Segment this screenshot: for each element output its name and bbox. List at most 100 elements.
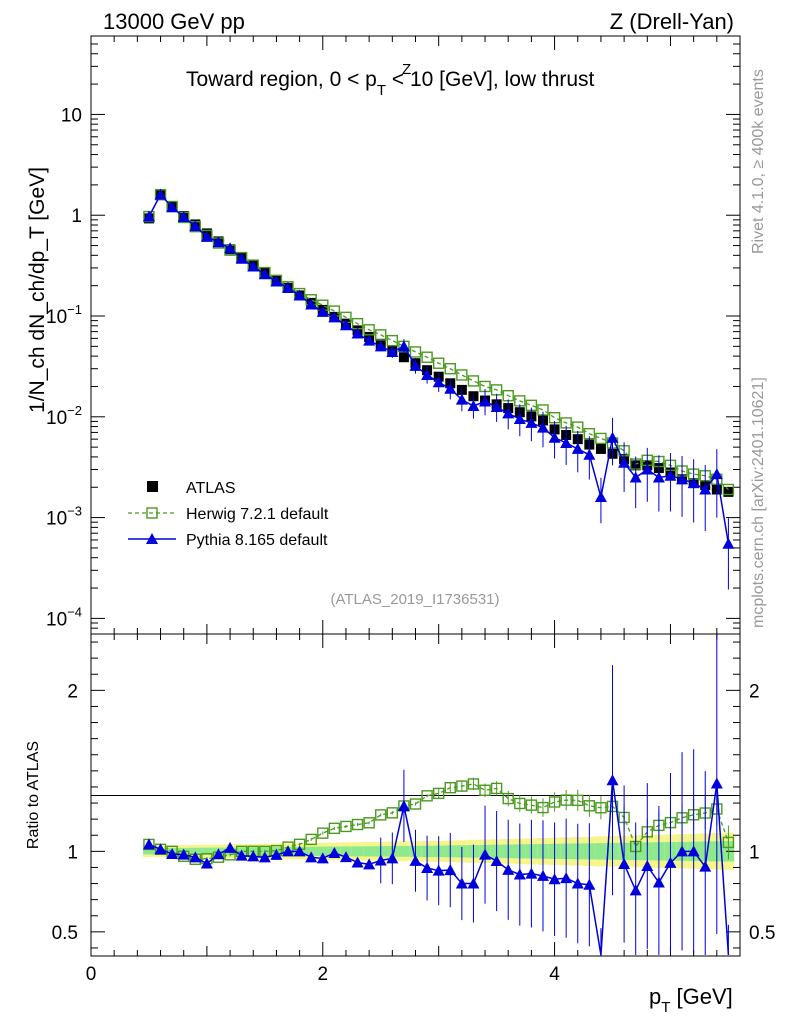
y-tick-exponent: −1 [67, 302, 82, 317]
title-sub: T [377, 82, 386, 99]
herwig-point [375, 329, 387, 341]
pythia-point [363, 334, 376, 346]
pythia-ratio-point [502, 863, 515, 875]
chart-title: Toward region, 0 < pT < 10 [GeV], low th… [186, 68, 595, 99]
herwig-point [456, 369, 468, 381]
mcplots-label: mcplots.cern.ch [arXiv:2401.10621] [750, 377, 767, 628]
band-stat [595, 843, 607, 860]
pythia-point [606, 431, 619, 443]
pythia-point [305, 298, 318, 310]
herwig-ratio-point [595, 802, 607, 814]
legend-marker-atlas [147, 481, 158, 492]
analysis-tag: (ATLAS_2019_I1736531) [330, 591, 499, 608]
ratio-tick-label-left: 2 [67, 681, 78, 702]
herwig-ratio-point [572, 794, 584, 807]
pythia-point [270, 275, 283, 287]
rivet-version-label: Rivet 4.1.0, ≥ 400k events [750, 69, 767, 254]
title-post: < 10 [GeV], low thrust [386, 68, 595, 91]
herwig-ratio-point [467, 778, 480, 790]
header-left: 13000 GeV pp [103, 9, 245, 34]
pythia-ratio-point [328, 846, 341, 858]
pythia-point [328, 311, 341, 323]
pythia-ratio-point [154, 843, 167, 855]
pythia-ratio-point [536, 869, 549, 881]
pythia-ratio-point [571, 877, 584, 889]
pythia-ratio-point [618, 858, 631, 870]
pythia-point [571, 442, 584, 454]
ratio-tick-label-right: 0.5 [749, 923, 775, 944]
pythia-point [548, 431, 561, 443]
herwig-point [421, 351, 433, 363]
y-tick-label: 1 [71, 206, 82, 227]
pythia-ratio-point [177, 848, 190, 860]
pythia-point [212, 236, 225, 248]
herwig-ratio-point [537, 801, 549, 814]
ratio-tick-label-right: 2 [749, 681, 760, 702]
herwig-ratio-point [386, 807, 399, 819]
pythia-point [664, 469, 677, 481]
pythia-ratio-point [467, 877, 480, 889]
band-stat [201, 847, 213, 855]
pythia-point [444, 382, 457, 394]
pythia-ratio-point [606, 774, 619, 786]
pythia-point [479, 395, 492, 407]
herwig-point [722, 483, 735, 496]
pythia-ratio-point [629, 884, 642, 896]
atlas-point [723, 486, 734, 497]
pythia-point [293, 289, 306, 301]
pythia-point [224, 242, 237, 254]
pythia-point [386, 345, 399, 357]
pythia-ratio-point [339, 851, 352, 863]
atlas-point [398, 352, 409, 363]
x-label-main: p [649, 984, 661, 1009]
herwig-ratio-point [363, 817, 375, 829]
herwig-ratio-point [560, 794, 572, 806]
pythia-ratio-point [282, 845, 295, 857]
pythia-point [687, 477, 700, 489]
legend-label-herwig: Herwig 7.2.1 default [186, 506, 329, 523]
x-axis-label: pT [GeV] [649, 984, 733, 1016]
title-pre: Toward region, 0 < p [186, 68, 377, 91]
y-tick-mantissa: 10 [46, 509, 67, 530]
pythia-point [618, 456, 631, 468]
pythia-ratio-point [710, 777, 723, 789]
legend-label-atlas: ATLAS [186, 480, 236, 497]
pythia-point [594, 491, 607, 503]
pythia-ratio-point [363, 858, 376, 870]
legend-marker-pythia [146, 533, 158, 544]
pythia-ratio-point [270, 848, 283, 860]
pythia-point [560, 436, 573, 448]
pythia-point [629, 471, 642, 483]
pythia-ratio-point [293, 845, 306, 857]
y-tick-exponent: −4 [67, 604, 82, 619]
pythia-point [502, 407, 515, 419]
pythia-ratio-point [409, 854, 422, 866]
pythia-ratio-point [455, 877, 468, 889]
legend-marker-herwig [146, 507, 158, 519]
title-sup: Z [402, 61, 411, 78]
pythia-point [282, 281, 295, 293]
band-stat [316, 846, 329, 857]
y-tick-mantissa: 10 [46, 307, 67, 328]
pythia-point [676, 473, 689, 485]
pythia-point [189, 220, 202, 232]
pythia-point [339, 319, 352, 331]
pythia-point [455, 393, 468, 405]
x-label-sub: T [661, 999, 670, 1016]
data-series [142, 188, 735, 956]
pythia-point [374, 340, 387, 352]
herwig-ratio-point [328, 822, 341, 835]
pythia-ratio-point [513, 868, 526, 880]
pythia-ratio-point [560, 872, 573, 884]
x-label-unit: [GeV] [670, 984, 732, 1009]
pythia-ratio-point [258, 851, 271, 863]
herwig-ratio-point [514, 797, 526, 810]
y-tick-label: 10 [61, 105, 82, 126]
pythia-point [316, 305, 329, 317]
pythia-point [235, 252, 248, 264]
herwig-ratio-point [305, 833, 317, 846]
herwig-ratio-point [490, 782, 503, 795]
pythia-ratio-point [305, 851, 318, 863]
ratio-tick-label-right: 1 [749, 842, 760, 863]
pythia-point [166, 201, 179, 213]
